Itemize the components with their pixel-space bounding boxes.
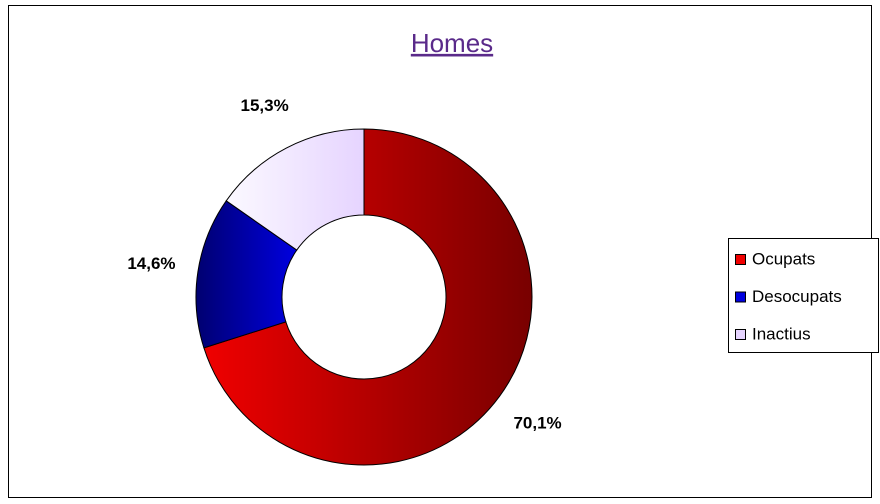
legend-label: Desocupats (752, 287, 842, 306)
donut-slice (225, 128, 365, 251)
legend-label: Inactius (752, 324, 811, 343)
legend-label: Ocupats (752, 249, 815, 268)
donut-slice (203, 128, 533, 466)
chart-title: Homes (411, 28, 493, 58)
legend-swatch (735, 329, 746, 340)
legend-swatch (735, 291, 746, 303)
legend-box (728, 238, 879, 353)
data-label: 14,6% (127, 254, 175, 273)
legend-swatch (735, 254, 746, 265)
data-label: 70,1% (513, 413, 561, 432)
donut-slice (195, 200, 298, 349)
data-label: 15,3% (240, 96, 288, 115)
